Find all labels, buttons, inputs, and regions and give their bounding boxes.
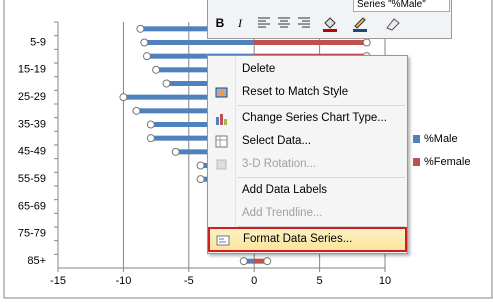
menu-item-label: Reset to Match Style <box>242 86 349 98</box>
menu-item[interactable]: Change Series Chart Type... <box>208 107 407 130</box>
context-menu: Delete Reset to Match Style Change Series … <box>207 55 408 254</box>
bar-handle <box>162 79 171 88</box>
mini-toolbar: B I Series "%Male" <box>207 0 452 39</box>
x-tick-label: 10 <box>379 275 391 287</box>
bar-handle <box>263 257 272 266</box>
menu-item-label: Change Series Chart Type... <box>242 112 387 124</box>
legend-label: %Male <box>424 133 458 145</box>
y-tick-label: 75-79 <box>18 228 46 240</box>
bar <box>156 67 255 73</box>
x-tick-label: 5 <box>317 275 323 287</box>
y-tick-label: 5-9 <box>30 36 46 48</box>
x-tick-label: -10 <box>115 275 131 287</box>
bar-handle <box>142 52 151 61</box>
y-tick-label: 65-69 <box>18 200 46 212</box>
bar-handle <box>119 93 128 102</box>
menu-item-label: Delete <box>242 63 276 75</box>
separator <box>238 105 405 106</box>
y-tick-label: 35-39 <box>18 118 46 130</box>
align-center[interactable] <box>275 14 293 32</box>
menu-item: Add Trendline... <box>208 202 407 225</box>
menu-item-label: Add Data Labels <box>242 184 328 196</box>
menu-item[interactable]: Reset to Match Style <box>208 81 407 104</box>
bar-handle <box>140 38 149 47</box>
menu-item-label: Format Data Series... <box>243 233 353 245</box>
menu-item[interactable]: Delete <box>208 58 407 81</box>
menu-item[interactable]: Format Data Series... <box>208 227 407 252</box>
bar-handle <box>136 24 145 33</box>
y-tick-label: 25-29 <box>18 91 46 103</box>
y-tick-label: 85+ <box>27 255 46 267</box>
bar <box>146 53 255 59</box>
bar-handle <box>146 134 155 143</box>
y-tick-label: 55-59 <box>18 173 46 185</box>
menu-item-label: Add Trendline... <box>242 207 323 219</box>
bold-button[interactable]: B <box>215 16 225 30</box>
line-color[interactable] <box>351 14 369 32</box>
align-left[interactable] <box>255 14 273 32</box>
bar <box>150 135 255 141</box>
bar <box>243 258 255 264</box>
bar <box>140 26 255 32</box>
legend-swatch <box>413 135 420 143</box>
bar <box>254 40 367 45</box>
menu-item[interactable]: Select Data... <box>208 130 407 153</box>
y-tick-label: 45-49 <box>18 146 46 158</box>
fill-color[interactable] <box>321 14 339 32</box>
bar <box>136 108 255 114</box>
bar-handle <box>171 147 180 156</box>
italic-button[interactable]: I <box>238 16 242 30</box>
bar-handle <box>196 161 205 170</box>
bar-handle <box>239 257 248 266</box>
menu-item[interactable]: Add Data Labels <box>208 179 407 202</box>
bar <box>123 94 255 100</box>
legend-label: %Female <box>424 156 470 168</box>
bar <box>144 40 255 45</box>
menu-item: 3-D Rotation... <box>208 153 407 176</box>
bar-handle <box>362 38 371 47</box>
x-tick-label: -15 <box>50 275 66 287</box>
menu-item-label: Select Data... <box>242 135 312 147</box>
x-tick-label: -5 <box>184 275 194 287</box>
y-tick-label: 15-19 <box>18 64 46 76</box>
align-right[interactable] <box>295 14 313 32</box>
legend-swatch <box>413 158 420 166</box>
separator <box>238 226 405 227</box>
bar-handle <box>146 120 155 129</box>
bar-handle <box>152 65 161 74</box>
bar <box>254 258 268 264</box>
separator <box>238 177 405 178</box>
series-selector[interactable]: Series "%Male" <box>353 0 450 12</box>
x-tick-label: 0 <box>251 275 257 287</box>
bar-handle <box>132 106 141 115</box>
bar-handle <box>196 175 205 184</box>
menu-item-label: 3-D Rotation... <box>242 158 317 170</box>
bar <box>150 122 255 127</box>
clear-format[interactable] <box>383 14 401 32</box>
